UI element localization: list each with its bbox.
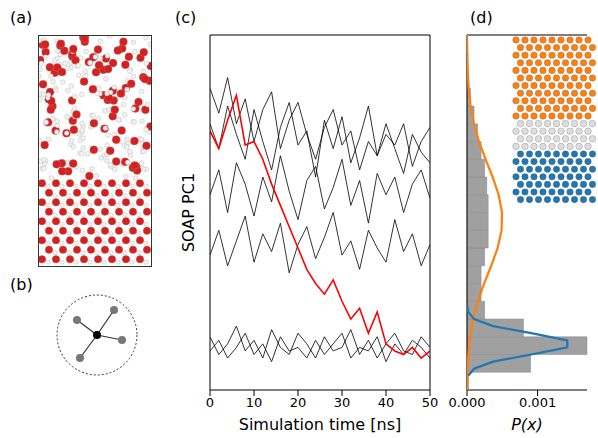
svg-text:P(x): P(x) xyxy=(511,415,543,434)
svg-text:0.000: 0.000 xyxy=(448,395,485,410)
svg-text:40: 40 xyxy=(378,395,395,410)
html-text:(b): (b) xyxy=(10,275,33,294)
svg-text:20: 20 xyxy=(290,395,307,410)
svg-text:Simulation time [ns]: Simulation time [ns] xyxy=(239,415,402,434)
svg-text:50: 50 xyxy=(422,395,439,410)
svg-text:0: 0 xyxy=(206,395,214,410)
html-text:(c): (c) xyxy=(175,8,197,27)
html-text:(d): (d) xyxy=(470,8,493,27)
svg-text:SOAP PC1: SOAP PC1 xyxy=(179,173,198,252)
svg-text:10: 10 xyxy=(246,395,263,410)
svg-text:30: 30 xyxy=(334,395,351,410)
html-text:(a): (a) xyxy=(10,8,33,27)
svg-text:0.001: 0.001 xyxy=(519,395,556,410)
